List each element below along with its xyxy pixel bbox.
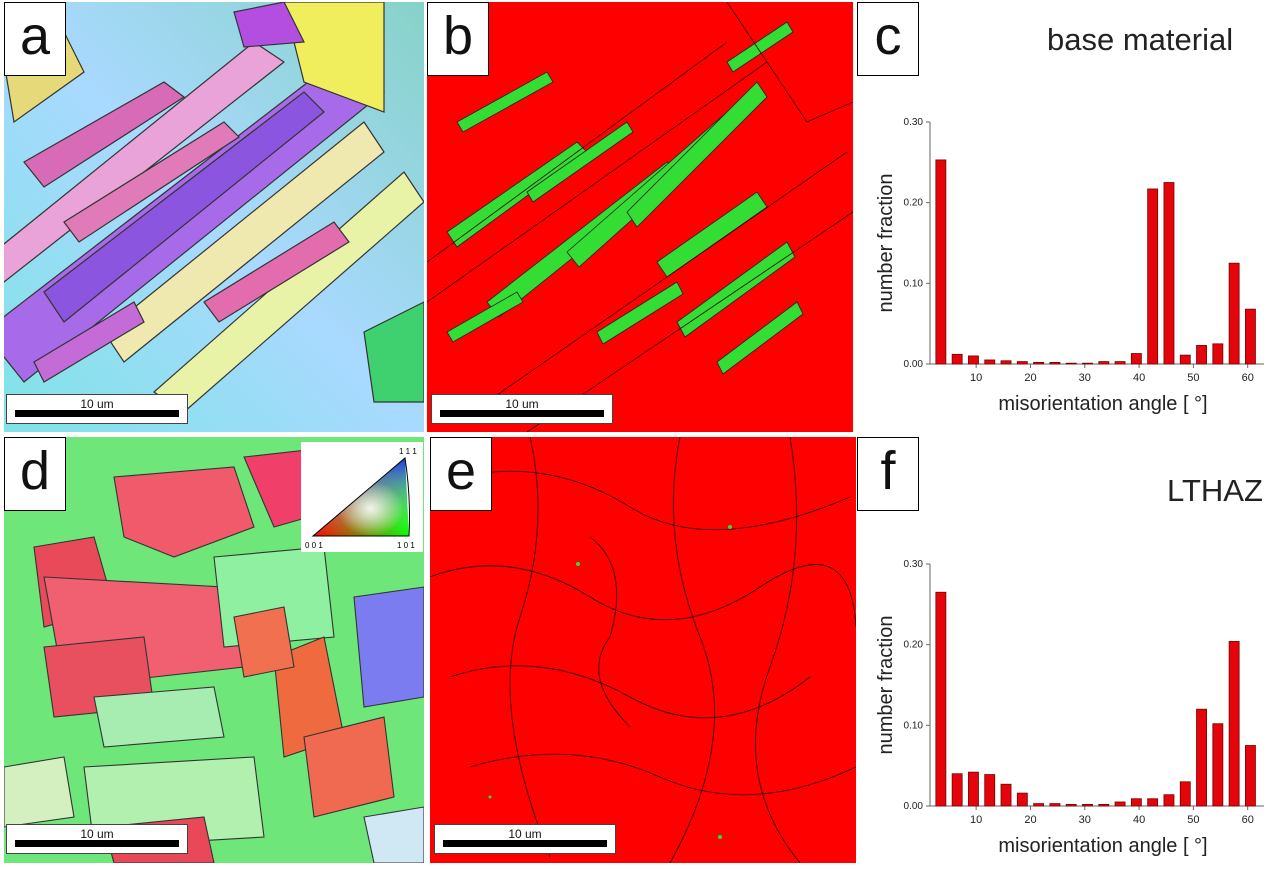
y-tick-label: 0.00 — [904, 359, 924, 370]
bar — [1212, 343, 1224, 365]
phase-map-base-material — [427, 2, 853, 432]
ipf-map-base-material — [4, 2, 424, 432]
x-tick-label: 30 — [1079, 814, 1091, 826]
ipf-color-key: 1 1 1 0 0 1 1 0 1 — [301, 442, 423, 552]
bar — [1016, 361, 1028, 365]
ipf-key-right: 1 0 1 — [397, 541, 415, 550]
x-tick-label: 10 — [970, 814, 982, 826]
panel-label-e: e — [430, 437, 492, 511]
bar — [1196, 345, 1207, 365]
x-tick-label: 40 — [1133, 372, 1145, 384]
y-tick-label: 0.00 — [904, 801, 924, 812]
phase-map-b-image — [427, 2, 853, 432]
bar — [984, 774, 996, 807]
x-tick-label: 10 — [970, 372, 982, 384]
bar — [1065, 362, 1077, 365]
scale-bar-e: 10 um — [434, 824, 616, 854]
bar — [1163, 182, 1175, 365]
x-tick-label: 60 — [1242, 372, 1254, 384]
panel-label-a: a — [4, 2, 66, 76]
panel-label-d: d — [4, 437, 66, 511]
panel-label-b: b — [427, 2, 489, 76]
bar — [1196, 708, 1207, 807]
ipf-key-left: 0 0 1 — [305, 541, 323, 550]
x-tick-label: 50 — [1187, 814, 1199, 826]
scale-bar-label: 10 um — [505, 397, 539, 411]
scale-bar-label: 10 um — [80, 827, 114, 841]
bar — [1033, 803, 1045, 807]
scale-bar-line — [440, 410, 604, 417]
x-axis-label: misorientation angle [ °] — [998, 393, 1207, 415]
bar — [1082, 362, 1093, 365]
chart-title-lthaz: LTHAZ — [1167, 473, 1263, 508]
y-axis-label: number fraction — [875, 616, 897, 755]
bar — [1179, 781, 1191, 807]
x-tick-label: 50 — [1187, 372, 1199, 384]
bar — [1147, 798, 1159, 807]
bar — [1098, 803, 1110, 807]
x-tick-label: 40 — [1133, 814, 1145, 826]
x-axis-label: misorientation angle [ °] — [998, 835, 1207, 857]
y-tick-label: 0.10 — [904, 720, 924, 731]
scale-bar-d: 10 um — [6, 824, 188, 854]
bar — [935, 159, 947, 365]
phase-map-e-image — [430, 437, 856, 863]
y-tick-label: 0.30 — [904, 117, 924, 128]
bar — [1082, 803, 1093, 807]
scale-bar-b: 10 um — [431, 394, 613, 424]
bar — [1130, 353, 1142, 365]
bar — [1163, 794, 1175, 807]
x-tick-label: 60 — [1242, 814, 1254, 826]
bar — [1033, 361, 1045, 365]
bar — [1016, 792, 1028, 807]
y-tick-label: 0.20 — [904, 640, 924, 651]
y-tick-label: 0.20 — [904, 198, 924, 209]
scale-bar-label: 10 um — [508, 827, 542, 841]
x-tick-label: 30 — [1079, 372, 1091, 384]
bar — [1147, 188, 1159, 365]
misorientation-chart-base-material: 0.00 0.10 0.20 0.30 10 20 30 40 50 60 misorientati… — [875, 117, 1264, 415]
bar — [1065, 803, 1077, 807]
y-tick-label: 0.30 — [904, 559, 924, 570]
chart-title-base-material: base material — [1047, 22, 1234, 57]
bar — [968, 355, 979, 365]
bar — [951, 353, 963, 365]
panel-label-f: f — [857, 437, 919, 511]
bar — [1114, 801, 1126, 807]
ipf-triangle: 1 1 1 0 0 1 1 0 1 — [305, 447, 417, 550]
bar — [1228, 262, 1240, 365]
bar — [1000, 783, 1012, 807]
bar — [1212, 723, 1224, 807]
scale-bar-line — [15, 840, 179, 847]
bar — [984, 359, 996, 365]
bar — [951, 773, 963, 807]
x-tick-label: 20 — [1024, 814, 1036, 826]
bar — [1244, 745, 1256, 807]
bar — [1000, 360, 1012, 365]
bar — [1179, 354, 1191, 365]
bar — [1098, 361, 1110, 365]
bar — [1130, 798, 1142, 807]
bar — [1228, 641, 1240, 807]
bar — [968, 771, 979, 807]
bar — [1049, 361, 1061, 365]
scale-bar-line — [443, 840, 607, 847]
bar — [1049, 803, 1061, 807]
scale-bar-label: 10 um — [80, 397, 114, 411]
y-axis-label: number fraction — [875, 174, 897, 313]
ipf-map-a-image — [4, 2, 424, 432]
phase-map-lthaz — [430, 437, 856, 863]
bar — [935, 591, 947, 807]
bar — [1114, 361, 1126, 365]
ipf-key-top: 1 1 1 — [399, 447, 417, 456]
bar — [1244, 308, 1256, 365]
misorientation-chart-lthaz: 0.00 0.10 0.20 0.30 10 20 30 40 50 60 misorientati… — [875, 559, 1264, 857]
scale-bar-line — [15, 410, 179, 417]
y-tick-label: 0.10 — [904, 278, 924, 289]
x-tick-label: 20 — [1024, 372, 1036, 384]
panel-label-c: c — [857, 2, 919, 76]
scale-bar-a: 10 um — [6, 394, 188, 424]
